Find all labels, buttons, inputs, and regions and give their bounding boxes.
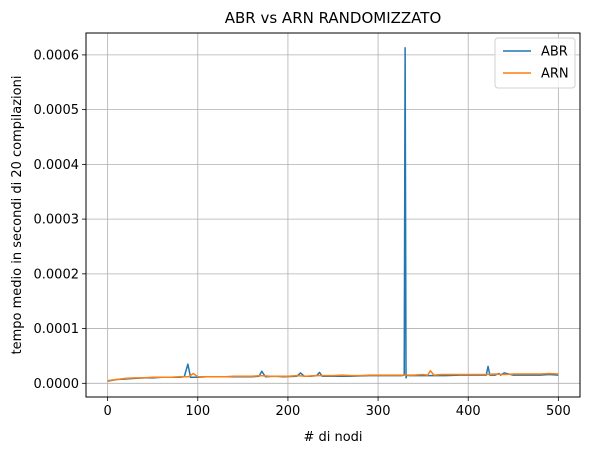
legend: ABR ARN (494, 37, 576, 89)
y-tick-label: 0.0005 (34, 103, 80, 118)
x-tick-label: 300 (366, 404, 391, 419)
chart-title: ABR vs ARN RANDOMIZZATO (225, 9, 442, 27)
x-axis-label: # di nodi (303, 430, 362, 445)
x-tick-label: 400 (456, 404, 481, 419)
y-tick-label: 0.0002 (34, 267, 80, 282)
x-tick-label: 200 (276, 404, 301, 419)
legend-label-abr: ABR (541, 45, 568, 60)
y-tick-label: 0.0006 (34, 48, 80, 63)
x-tick-label: 500 (546, 404, 571, 419)
y-tick-label: 0.0000 (34, 377, 80, 392)
x-tick-label: 100 (185, 404, 210, 419)
legend-label-arn: ARN (541, 67, 569, 82)
y-tick-label: 0.0003 (34, 213, 80, 228)
ticks: 0 100 200 300 400 500 0.0000 0.0001 0.0002 0.0003… (34, 48, 571, 419)
y-tick-label: 0.0004 (34, 158, 80, 173)
x-tick-label: 0 (103, 404, 111, 419)
series-line-arn (107, 369, 559, 382)
y-axis-label: tempo medio in secondi di 20 compilazion… (10, 76, 25, 355)
grid (86, 33, 580, 397)
plot-frame (85, 32, 581, 398)
y-tick-label: 0.0001 (34, 322, 80, 337)
plot-lines (107, 47, 559, 382)
